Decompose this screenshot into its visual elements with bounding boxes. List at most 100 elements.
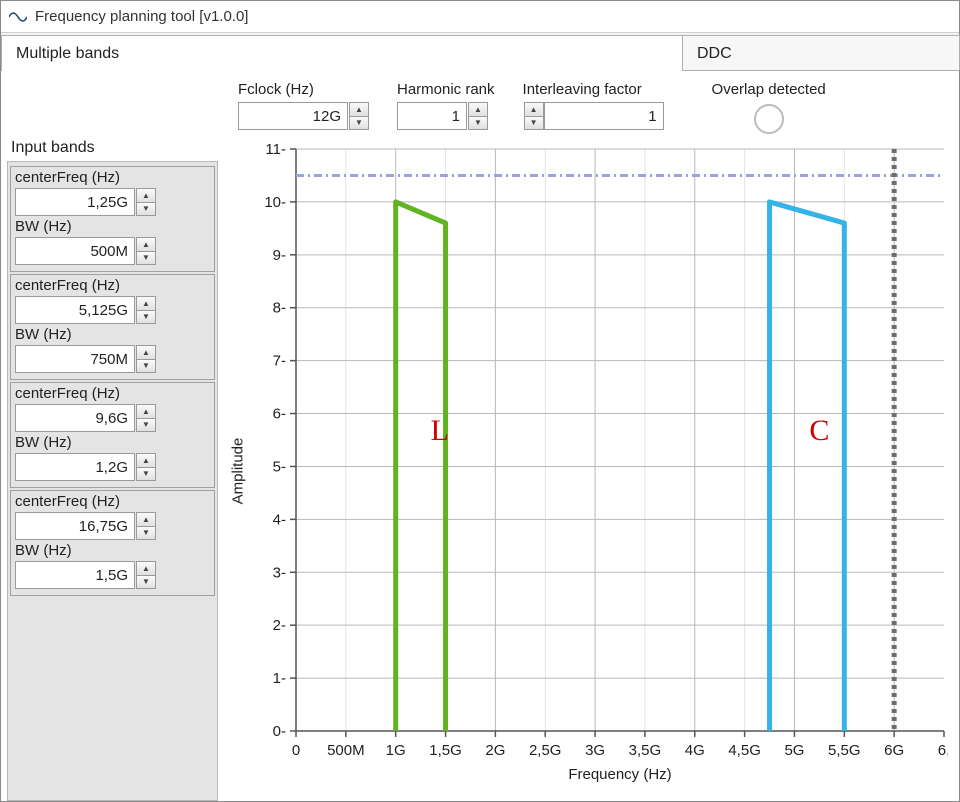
app-icon xyxy=(9,8,27,26)
band-group: centerFreq (Hz)9,6G▲▼BW (Hz)1,2G▲▼ xyxy=(10,382,215,488)
centerfreq-input[interactable]: 5,125G xyxy=(15,296,135,324)
harmonic-block: Harmonic rank 1 ▲ ▼ xyxy=(397,81,495,130)
svg-text:1-: 1- xyxy=(273,670,286,687)
spin-up-icon[interactable]: ▲ xyxy=(136,237,156,251)
spin-up-icon[interactable]: ▲ xyxy=(136,188,156,202)
spin-up-icon[interactable]: ▲ xyxy=(136,345,156,359)
spin-down-icon[interactable]: ▼ xyxy=(468,116,488,131)
interleaving-spinner: ▲ ▼ xyxy=(524,102,544,130)
centerfreq-spinner: ▲▼ xyxy=(136,188,156,216)
bw-label: BW (Hz) xyxy=(15,542,210,559)
harmonic-input[interactable]: 1 xyxy=(397,102,467,130)
svg-text:2,5G: 2,5G xyxy=(529,742,562,759)
tabs-row: Multiple bands DDC xyxy=(1,33,959,71)
centerfreq-input[interactable]: 9,6G xyxy=(15,404,135,432)
spin-down-icon[interactable]: ▼ xyxy=(136,526,156,541)
bw-input[interactable]: 1,5G xyxy=(15,561,135,589)
svg-text:C: C xyxy=(809,414,829,447)
interleaving-block: Interleaving factor ▲ ▼ 1 xyxy=(523,81,664,130)
svg-text:3-: 3- xyxy=(273,564,286,581)
svg-text:11-: 11- xyxy=(265,141,286,158)
centerfreq-input[interactable]: 1,25G xyxy=(15,188,135,216)
spin-up-icon[interactable]: ▲ xyxy=(349,102,369,116)
spin-down-icon[interactable]: ▼ xyxy=(136,418,156,433)
svg-text:0: 0 xyxy=(292,742,300,759)
param-row: Fclock (Hz) 12G ▲ ▼ Harmonic rank 1 xyxy=(238,81,959,134)
tab-ddc[interactable]: DDC xyxy=(682,35,960,70)
bw-input[interactable]: 750M xyxy=(15,345,135,373)
svg-text:5-: 5- xyxy=(273,458,286,475)
spin-down-icon[interactable]: ▼ xyxy=(136,359,156,374)
spin-down-icon[interactable]: ▼ xyxy=(136,251,156,266)
centerfreq-label: centerFreq (Hz) xyxy=(15,277,210,294)
svg-text:0-: 0- xyxy=(273,723,286,740)
tab-multiple-bands[interactable]: Multiple bands xyxy=(1,35,683,70)
spin-up-icon[interactable]: ▲ xyxy=(136,296,156,310)
svg-text:3,5G: 3,5G xyxy=(629,742,662,759)
bw-spinner: ▲▼ xyxy=(136,345,156,373)
overlap-label: Overlap detected xyxy=(712,81,826,98)
bw-label: BW (Hz) xyxy=(15,218,210,235)
svg-text:5,5G: 5,5G xyxy=(828,742,861,759)
band-group: centerFreq (Hz)5,125G▲▼BW (Hz)750M▲▼ xyxy=(10,274,215,380)
tab-label: Multiple bands xyxy=(16,45,119,63)
svg-text:L: L xyxy=(431,414,449,447)
interleaving-label: Interleaving factor xyxy=(523,81,664,98)
spin-up-icon[interactable]: ▲ xyxy=(468,102,488,116)
spin-down-icon[interactable]: ▼ xyxy=(136,310,156,325)
spin-up-icon[interactable]: ▲ xyxy=(136,512,156,526)
svg-text:1,5G: 1,5G xyxy=(429,742,462,759)
chart-svg: 0-1-2-3-4-5-6-7-8-9-10-11-0500M1G1,5G2G2… xyxy=(248,141,948,801)
input-bands-title: Input bands xyxy=(11,139,218,157)
svg-text:8-: 8- xyxy=(273,300,286,317)
window-title: Frequency planning tool [v1.0.0] xyxy=(35,8,248,25)
interleaving-input[interactable]: 1 xyxy=(544,102,664,130)
bw-spinner: ▲▼ xyxy=(136,561,156,589)
fclock-block: Fclock (Hz) 12G ▲ ▼ xyxy=(238,81,369,130)
svg-text:10-: 10- xyxy=(264,194,286,211)
svg-text:6-: 6- xyxy=(273,406,286,423)
chart-area: Amplitude 0-1-2-3-4-5-6-7-8-9-10-11-0500… xyxy=(248,141,959,801)
input-bands-panel: Input bands centerFreq (Hz)1,25G▲▼BW (Hz… xyxy=(1,71,224,801)
svg-text:500M: 500M xyxy=(327,742,365,759)
fclock-label: Fclock (Hz) xyxy=(238,81,369,98)
spin-up-icon[interactable]: ▲ xyxy=(524,102,544,116)
spin-up-icon[interactable]: ▲ xyxy=(136,453,156,467)
bw-input[interactable]: 1,2G xyxy=(15,453,135,481)
harmonic-spinner: ▲ ▼ xyxy=(468,102,488,130)
right-panel: Fclock (Hz) 12G ▲ ▼ Harmonic rank 1 xyxy=(224,71,959,801)
fclock-input[interactable]: 12G xyxy=(238,102,348,130)
spin-down-icon[interactable]: ▼ xyxy=(524,116,544,131)
svg-text:2G: 2G xyxy=(485,742,505,759)
spin-down-icon[interactable]: ▼ xyxy=(349,116,369,131)
spin-down-icon[interactable]: ▼ xyxy=(136,202,156,217)
y-axis-label: Amplitude xyxy=(230,438,247,505)
centerfreq-label: centerFreq (Hz) xyxy=(15,385,210,402)
centerfreq-spinner: ▲▼ xyxy=(136,512,156,540)
spin-up-icon[interactable]: ▲ xyxy=(136,404,156,418)
content: Input bands centerFreq (Hz)1,25G▲▼BW (Hz… xyxy=(1,71,959,801)
input-bands-box: centerFreq (Hz)1,25G▲▼BW (Hz)500M▲▼cente… xyxy=(7,161,218,801)
svg-text:6,: 6, xyxy=(938,742,948,759)
fclock-spinner: ▲ ▼ xyxy=(349,102,369,130)
bw-input[interactable]: 500M xyxy=(15,237,135,265)
overlap-block: Overlap detected xyxy=(712,81,826,134)
spin-down-icon[interactable]: ▼ xyxy=(136,467,156,482)
svg-text:7-: 7- xyxy=(273,353,286,370)
spin-down-icon[interactable]: ▼ xyxy=(136,575,156,590)
app-window: Frequency planning tool [v1.0.0] Multipl… xyxy=(0,0,960,802)
spin-up-icon[interactable]: ▲ xyxy=(136,561,156,575)
harmonic-label: Harmonic rank xyxy=(397,81,495,98)
svg-text:6G: 6G xyxy=(884,742,904,759)
centerfreq-spinner: ▲▼ xyxy=(136,404,156,432)
centerfreq-spinner: ▲▼ xyxy=(136,296,156,324)
band-group: centerFreq (Hz)1,25G▲▼BW (Hz)500M▲▼ xyxy=(10,166,215,272)
titlebar: Frequency planning tool [v1.0.0] xyxy=(1,1,959,33)
centerfreq-input[interactable]: 16,75G xyxy=(15,512,135,540)
bw-label: BW (Hz) xyxy=(15,434,210,451)
bw-spinner: ▲▼ xyxy=(136,453,156,481)
tab-label: DDC xyxy=(697,45,732,63)
svg-text:3G: 3G xyxy=(585,742,605,759)
svg-text:4-: 4- xyxy=(273,511,286,528)
svg-text:4G: 4G xyxy=(685,742,705,759)
